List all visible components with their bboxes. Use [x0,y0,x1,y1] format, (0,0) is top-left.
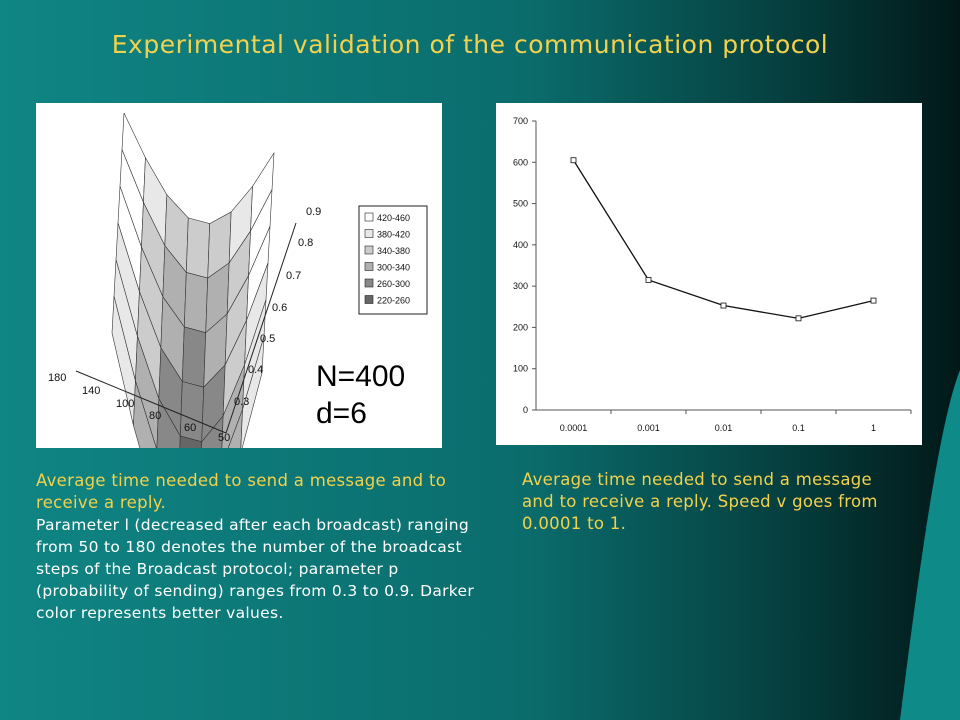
x-tick-label: 1 [871,423,876,433]
y-tick-label: 300 [513,281,528,291]
y-tick-label: 100 [513,364,528,374]
y-tick-label: 200 [513,322,528,332]
left-caption-body: Parameter l (decreased after each broadc… [36,516,475,622]
p-tick-label: 0.6 [272,302,287,314]
p-tick-label: 0.3 [234,396,249,408]
surface-cell [185,217,211,279]
legend-swatch [364,245,374,255]
surface-cell [156,397,181,448]
legend-label: 300-340 [377,263,410,273]
surface-cell [135,336,160,448]
x-tick-label: 0.1 [792,423,805,433]
series-line [572,159,874,320]
l-tick-label: 80 [149,410,161,422]
data-point [720,302,727,309]
p-tick-label: 0.8 [298,237,313,249]
legend-swatch [364,212,374,222]
legend-label: 260-300 [377,279,410,289]
legend-swatch [364,278,374,288]
l-tick-label: 180 [48,372,66,384]
p-axis-ticks: 0.9 0.8 0.7 0.6 0.5 0.4 0.3 [234,206,321,408]
legend-swatch [364,262,374,271]
data-point [795,315,802,322]
annotation-d: d=6 [316,397,367,430]
surface-cell [240,336,265,448]
y-tick-label: 700 [513,116,528,126]
p-tick-label: 0.7 [286,270,301,282]
legend-swatch [364,295,374,304]
y-tick-label: 500 [513,199,528,209]
surface-chart-panel: 180 140 100 80 60 50 0.9 0.8 0.7 0.6 0.5 0.4 0.3 42… [36,103,442,448]
right-caption-text: Average time needed to send a message an… [522,470,878,533]
annotation-n: N=400 [316,360,405,393]
data-point [645,277,652,283]
left-caption-heading: Average time needed to send a message an… [36,471,447,512]
left-caption: Average time needed to send a message an… [36,470,476,624]
legend-swatch [364,229,374,238]
right-caption: Average time needed to send a message an… [522,469,902,535]
l-tick-label: 60 [184,422,196,434]
y-tick-label: 600 [513,157,528,167]
x-tick-label: 0.01 [715,423,733,433]
data-point [570,157,577,164]
p-tick-label: 0.9 [306,206,321,218]
legend-label: 220-260 [377,296,410,306]
legend-label: 340-380 [377,246,410,256]
y-axis-ticks: 0 100 200 300 400 500 600 700 [513,116,536,415]
y-tick-label: 0 [523,405,528,415]
surface-cell [179,435,203,448]
series-points [570,157,877,322]
surface-cell [181,326,207,388]
p-tick-label: 0.5 [260,333,275,345]
slide-title: Experimental validation of the communica… [111,30,829,59]
x-tick-label: 0.0001 [560,423,588,433]
legend-label: 420-460 [377,213,410,223]
surface-chart: 180 140 100 80 60 50 0.9 0.8 0.7 0.6 0.5 0.4 0.3 42… [48,112,428,448]
surface-legend: 420-460 380-420 340-380 300-340 260-300 220-2… [358,205,428,315]
l-tick-label: 140 [82,385,100,397]
x-axis-ticks: 0.0001 0.001 0.01 0.1 1 [560,410,912,433]
l-axis-ticks: 180 140 100 80 60 50 [48,372,230,444]
l-tick-label: 50 [218,432,230,444]
surface-cell [201,415,224,448]
line-chart-panel: 0 100 200 300 400 500 600 700 0.0001 0.001 0.01 0.… [496,103,922,445]
legend-label: 380-420 [377,230,410,240]
surface-mesh [111,112,275,448]
surface-cell [183,272,209,334]
p-tick-label: 0.4 [248,364,263,376]
x-tick-label: 0.001 [637,423,660,433]
data-point [870,297,877,304]
l-tick-label: 100 [116,398,134,410]
surface-cell [227,409,243,448]
surface-cell [133,380,157,448]
y-tick-label: 400 [513,240,528,250]
